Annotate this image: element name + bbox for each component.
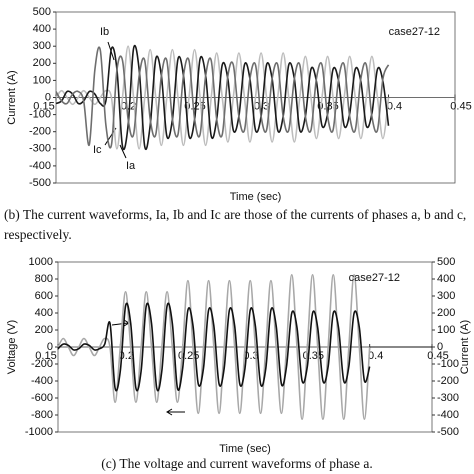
- y-tick-label: 1000: [29, 256, 53, 268]
- y-tick-label: 0: [45, 91, 51, 103]
- x-tick-label: 0.2: [121, 100, 136, 112]
- x-axis-title: Time (sec): [230, 191, 282, 203]
- y-tick-label: 400: [35, 307, 53, 319]
- y2-tick-label: -500: [437, 426, 459, 438]
- y-tick-label: -300: [29, 143, 51, 155]
- x-tick-label: 0.15: [35, 350, 56, 362]
- y2-tick-label: 200: [437, 307, 455, 319]
- caption-b: (b) The current waveforms, Ia, Ib and Ic…: [4, 207, 467, 242]
- y-tick-label: 100: [33, 74, 51, 86]
- ib-label: Ib: [100, 26, 109, 38]
- y-tick-label: -200: [31, 358, 53, 370]
- y2-tick-label: 300: [437, 290, 455, 302]
- y-tick-label: 800: [35, 273, 53, 285]
- x-tick-label: 0.45: [427, 350, 448, 362]
- y-axis-title: Voltage (V): [6, 320, 18, 374]
- series-line: [57, 302, 371, 392]
- y2-axis-title: Current (A): [459, 320, 471, 374]
- x-axis-title: Time (sec): [219, 443, 271, 455]
- y-tick-label: 300: [33, 40, 51, 52]
- y-tick-label: 400: [33, 23, 51, 35]
- y2-tick-label: -400: [437, 409, 459, 421]
- y-tick-label: -600: [31, 392, 53, 404]
- x-tick-label: 0.15: [33, 100, 54, 112]
- y-tick-label: -100: [29, 109, 51, 121]
- ia-label: Ia: [126, 160, 136, 172]
- y2-tick-label: 500: [437, 256, 455, 268]
- y-tick-label: 500: [33, 6, 51, 18]
- y2-tick-label: 100: [437, 324, 455, 336]
- ic-label: Ic: [93, 144, 102, 156]
- y2-tick-label: 0: [437, 341, 443, 353]
- x-tick-label: 0.4: [368, 350, 383, 362]
- y2-tick-label: 400: [437, 273, 455, 285]
- series-line: [57, 273, 371, 421]
- x-tick-label: 0.45: [450, 100, 471, 112]
- y-axis-title: Current (A): [6, 70, 18, 124]
- y-tick-label: -500: [29, 177, 51, 189]
- y2-tick-label: -100: [437, 358, 459, 370]
- y-tick-label: -1000: [25, 426, 53, 438]
- y-tick-label: -400: [31, 375, 53, 387]
- y-tick-label: 0: [47, 341, 53, 353]
- y-tick-label: -200: [29, 126, 51, 138]
- case-label: case27-12: [349, 272, 400, 284]
- case-label: case27-12: [389, 26, 440, 38]
- caption-b-box: (b) The current waveforms, Ia, Ib and Ic…: [4, 207, 467, 242]
- y-tick-label: 200: [35, 324, 53, 336]
- y-tick-label: -400: [29, 160, 51, 172]
- y-tick-label: 200: [33, 57, 51, 69]
- y2-tick-label: -300: [437, 392, 459, 404]
- y-tick-label: -800: [31, 409, 53, 421]
- y2-tick-label: -200: [437, 375, 459, 387]
- series-line: [55, 44, 390, 151]
- series-line: [55, 45, 390, 150]
- x-tick-label: 0.4: [387, 100, 402, 112]
- caption-c: (c) The voltage and current waveforms of…: [101, 456, 373, 471]
- series-line: [55, 46, 390, 149]
- y-tick-label: 600: [35, 290, 53, 302]
